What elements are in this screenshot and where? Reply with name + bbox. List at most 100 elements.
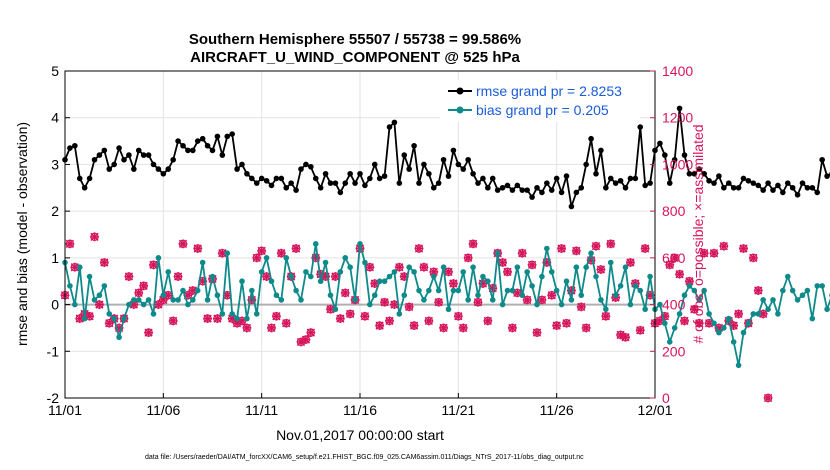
obs-assimilated-marker [640,244,650,253]
rmse-point [155,166,162,172]
rmse-point [401,152,408,158]
rmse-point [603,184,609,191]
obs-assimilated-marker [562,318,571,328]
obs-assimilated-marker [139,281,149,291]
rmse-point [617,177,624,184]
obs-assimilated-marker [478,279,488,288]
bias-point [155,255,162,261]
rmse-point [686,170,693,177]
rmse-point [622,184,629,191]
legend-bias-marker [456,106,464,114]
rmse-point [278,175,285,182]
obs-assimilated-marker [532,328,542,337]
obs-assimilated-marker [685,276,694,286]
obs-assimilated-marker [429,267,439,277]
rmse-point [824,173,830,179]
rmse-point [681,152,688,158]
bias-point [430,273,437,280]
rmse-point [544,180,550,186]
bias-point [494,250,501,256]
bias-point [445,306,452,313]
obs-assimilated-marker [626,258,635,267]
rmse-point [750,180,757,186]
bias-point [642,306,648,313]
obs-assimilated-marker [380,297,389,307]
rmse-point [421,161,427,168]
rmse-point [489,175,496,182]
bias-point [632,283,639,289]
obs-assimilated-marker [660,311,670,321]
bias-point [209,273,216,280]
obs-assimilated-marker [468,239,478,249]
bias-point [637,287,644,294]
rmse-point [396,180,403,186]
rmse-point [244,170,250,177]
bias-point [278,297,285,303]
rmse-point [367,175,373,182]
bias-point [357,241,363,247]
obs-assimilated-marker [635,325,645,335]
rmse-point [352,180,358,186]
rmse-point [534,184,540,191]
obs-assimilated-marker [527,260,537,270]
bias-point [303,269,309,275]
bias-point [362,259,368,266]
rmse-point [303,161,309,168]
rmse-point [470,170,476,177]
obs-assimilated-marker [675,269,684,279]
data-file-footnote: data file: /Users/raeder/DAI/ATM_forcXX/… [145,454,584,461]
obs-assimilated-marker [95,300,104,309]
rmse-point [578,184,585,191]
bias-point [150,311,157,317]
rmse-point [721,184,727,191]
bias-point [691,287,698,294]
obs-assimilated-marker [498,258,507,267]
rmse-point [706,177,712,184]
x-axis-label: Nov.01,2017 00:00:00 start [276,427,444,443]
rmse-point [199,135,206,142]
rmse-point [632,175,639,182]
rmse-point [126,152,132,158]
rmse-point [612,180,619,186]
rmse-point [642,182,648,189]
rmse-point [293,187,299,193]
obs-assimilated-marker [85,311,94,321]
obs-assimilated-marker [281,318,291,328]
bias-point [67,283,73,289]
bias-point [421,297,427,303]
bias-point [730,339,737,345]
obs-assimilated-marker [719,241,729,251]
rmse-point [524,187,530,193]
bias-point [283,255,290,261]
bias-point [376,278,383,285]
obs-assimilated-marker [252,253,262,263]
bias-point [475,292,481,299]
rmse-point [558,189,565,196]
rmse-point [435,180,442,186]
obs-assimilated-marker [394,262,404,272]
obs-assimilated-marker [758,309,768,319]
obs-assimilated-marker [163,290,173,300]
rmse-point [308,163,314,170]
rmse-point [735,184,742,191]
obs-assimilated-marker [104,318,114,328]
obs-assimilated-marker [227,314,237,323]
rmse-point [175,138,181,144]
rmse-point [81,184,88,191]
bias-point [411,269,417,275]
rmse-point [224,133,231,140]
bias-point [460,269,467,275]
bias-point [175,297,181,303]
bias-point [214,292,221,299]
bias-point [745,320,752,327]
bias-point [229,311,235,317]
rmse-point [106,166,113,172]
rmse-point [411,142,417,149]
obs-assimilated-marker [739,244,748,253]
rmse-point [676,105,683,112]
legend-box [440,80,640,122]
obs-assimilated-marker [276,248,286,258]
obs-assimilated-marker [689,304,699,314]
y2-tick-label: 1000 [662,156,693,172]
